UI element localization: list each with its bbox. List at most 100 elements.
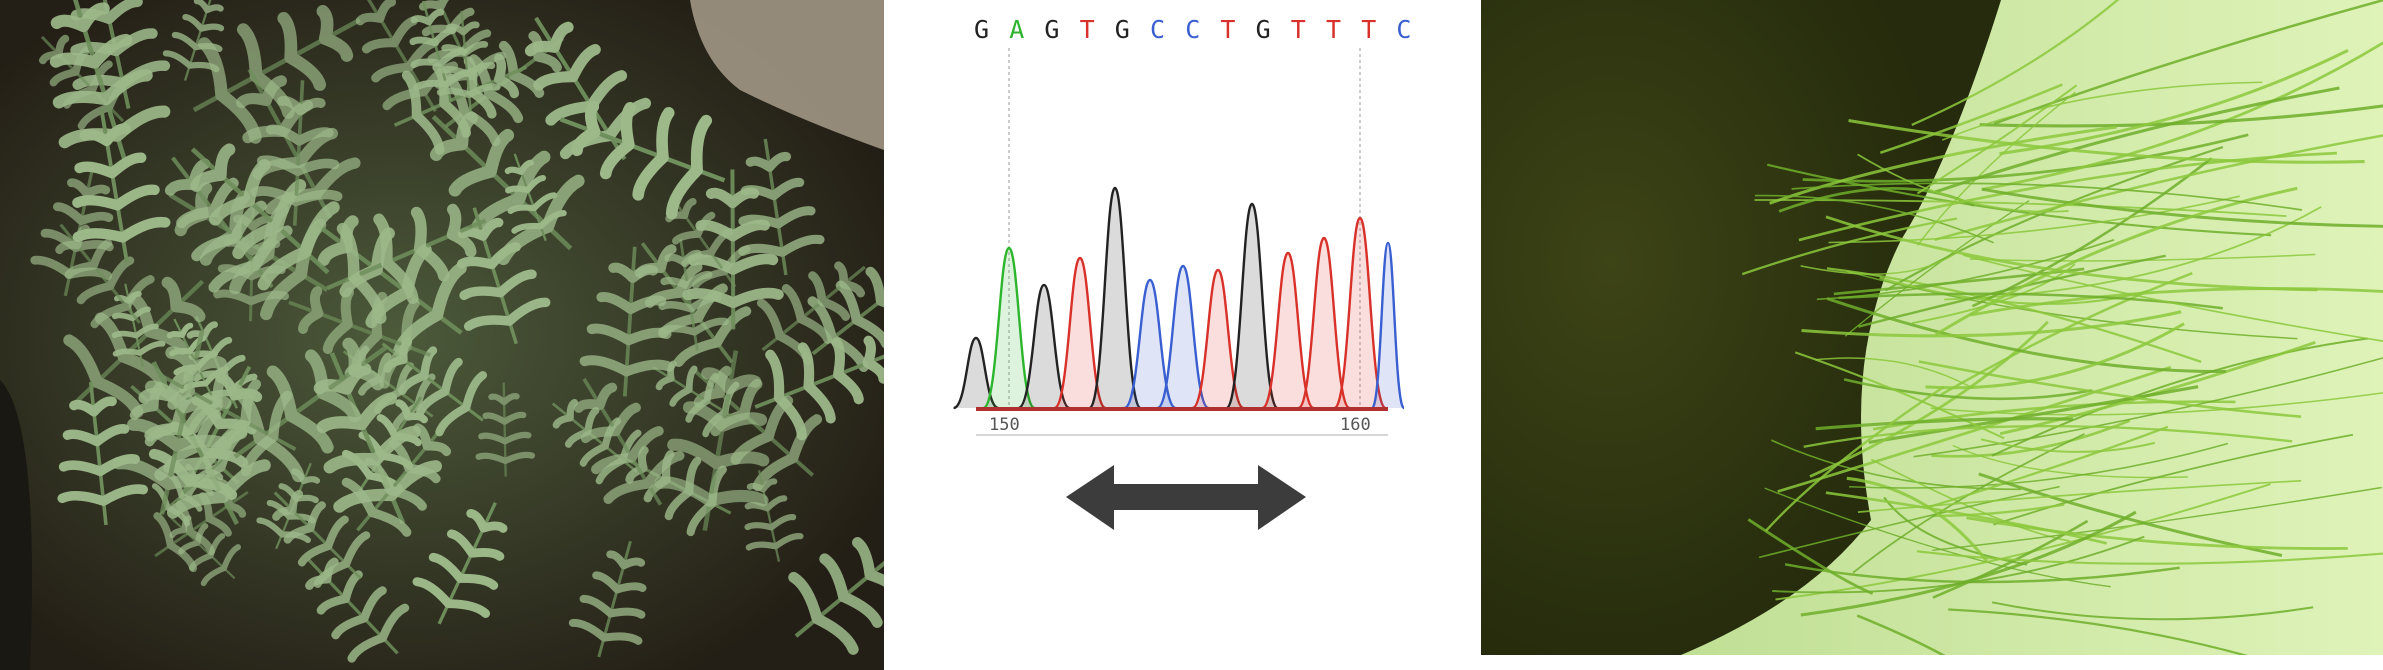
peak-trace-c: [1123, 278, 1177, 410]
gametophyte-filament: [1917, 91, 2076, 246]
base-call-t: T: [1326, 15, 1341, 44]
gametophyte-filament: [1969, 253, 2316, 262]
gametophyte-filament: [1815, 417, 2074, 431]
gametophyte-filament: [1926, 425, 2169, 509]
gametophyte-filaments: [1741, 0, 2383, 655]
peak-fill-t: [1334, 218, 1386, 408]
gametophyte-filament: [1747, 518, 1874, 595]
gametophyte-filament: [1826, 297, 2226, 373]
gametophyte-photo: [1481, 0, 2383, 655]
base-call-t: T: [1361, 15, 1376, 44]
gametophyte-illustration: [1481, 0, 2383, 655]
gametophyte-filament: [1754, 194, 1994, 244]
base-call-c: C: [1150, 15, 1165, 44]
gametophyte-filament: [1991, 601, 2314, 621]
peak-trace-t: [1261, 251, 1315, 410]
peak-fill-t: [1262, 253, 1314, 408]
gametophyte-filament: [1981, 187, 2383, 228]
peak-trace-g: [1017, 283, 1071, 410]
gametophyte-filament: [1941, 81, 2263, 141]
peak-fill-c: [1372, 243, 1404, 408]
gametophyte-filament: [1952, 444, 2188, 479]
base-call-g: G: [1044, 15, 1059, 44]
peak-fill-g: [1226, 204, 1278, 408]
gametophyte-filament: [1815, 357, 1974, 390]
gametophyte-filament: [1980, 438, 2156, 453]
position-label-150: 150: [989, 415, 1020, 435]
peak-fill-t: [1298, 238, 1350, 408]
gametophyte-filament: [1741, 217, 1958, 276]
gametophyte-filament: [1931, 419, 2131, 458]
double-headed-arrow-icon: [1066, 465, 1306, 530]
peak-fill-t: [1054, 258, 1106, 408]
peak-fill-g: [1018, 285, 1070, 408]
gametophyte-filament: [1857, 153, 2069, 213]
gametophyte-filament: [1772, 535, 2145, 594]
gametophyte-filament: [1940, 272, 2193, 396]
gametophyte-filament: [1856, 614, 1946, 655]
gametophyte-filament: [1825, 491, 2108, 545]
gametophyte-filament: [1800, 510, 2137, 617]
gametophyte-filament: [1803, 424, 2293, 448]
gametophyte-filament: [1801, 310, 2182, 338]
peak-trace-a: [982, 246, 1036, 410]
gametophyte-filament: [1809, 320, 2049, 478]
gametophyte-filament: [1828, 195, 2240, 244]
gametophyte-filament: [1764, 487, 2111, 588]
gametophyte-filament: [1848, 118, 2365, 164]
gametophyte-filament: [1911, 0, 2120, 126]
gametophyte-filament: [1849, 442, 2229, 489]
gametophyte-filament: [1979, 104, 2383, 128]
gametophyte-filament: [1846, 476, 1989, 563]
gametophyte-filament: [1982, 41, 2383, 191]
gametophyte-filament: [1916, 84, 2078, 195]
gametophyte-filament: [1847, 270, 2298, 340]
gametophyte-filament: [1868, 385, 2199, 444]
gametophyte-filament: [1966, 516, 2348, 550]
gametophyte-filament: [1802, 133, 2249, 183]
gametophyte-filament: [1769, 125, 2117, 205]
gametophyte-filament: [1918, 360, 2302, 418]
base-call-g: G: [1256, 15, 1271, 44]
gametophyte-filament: [1825, 215, 2318, 292]
gametophyte-filament: [1775, 483, 2271, 601]
base-call-g: G: [974, 15, 989, 44]
gametophyte-filament: [1925, 322, 2185, 390]
gametophyte-filament: [1993, 0, 2383, 125]
gametophyte-filament: [1885, 146, 2224, 292]
gametophyte-filament: [1991, 337, 2369, 457]
base-call-g: G: [1115, 15, 1130, 44]
gametophyte-filament: [1935, 186, 2298, 336]
fern-photo-illustration: [0, 0, 884, 670]
fern-sporophyte-photo: [0, 0, 884, 670]
gametophyte-filament: [1934, 134, 2383, 242]
gametophyte-filament: [1933, 86, 2340, 194]
gametophyte-filament: [1800, 253, 1955, 275]
gametophyte-filament: [1870, 458, 2070, 542]
peak-trace-t: [1297, 236, 1351, 410]
base-call-t: T: [1220, 15, 1235, 44]
gametophyte-filament: [1844, 200, 2030, 337]
gametophyte-filament: [1791, 182, 2303, 211]
base-call-t: T: [1291, 15, 1306, 44]
peak-trace-t: [1053, 256, 1107, 410]
gametophyte-filament: [1932, 503, 2065, 517]
gametophyte-filament: [1916, 550, 2383, 565]
peak-trace-c: [1156, 264, 1210, 410]
peak-fill-c: [1157, 266, 1209, 408]
base-call-a: A: [1009, 15, 1024, 44]
base-call-t: T: [1080, 15, 1095, 44]
peak-trace-t: [1333, 216, 1387, 410]
gametophyte-filament: [1764, 385, 1945, 532]
gametophyte-filament: [1993, 433, 2354, 526]
peak-fill-g: [953, 338, 999, 408]
gametophyte-filament: [1816, 238, 2115, 301]
peak-trace-c: [1370, 241, 1406, 410]
gametophyte-filament: [1913, 357, 2383, 458]
trace-peaks: [953, 186, 1406, 410]
base-call-c: C: [1396, 15, 1411, 44]
gametophyte-filament: [1879, 83, 2063, 155]
gametophyte-filament: [1948, 608, 2248, 655]
peak-trace-g: [1225, 202, 1279, 410]
